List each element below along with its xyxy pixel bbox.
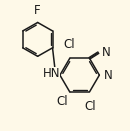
Text: Cl: Cl — [56, 95, 68, 108]
Text: F: F — [34, 4, 41, 17]
Text: N: N — [104, 69, 113, 82]
Text: Cl: Cl — [84, 100, 96, 113]
Text: N: N — [102, 45, 110, 59]
Text: Cl: Cl — [63, 38, 75, 51]
Text: HN: HN — [43, 67, 60, 80]
